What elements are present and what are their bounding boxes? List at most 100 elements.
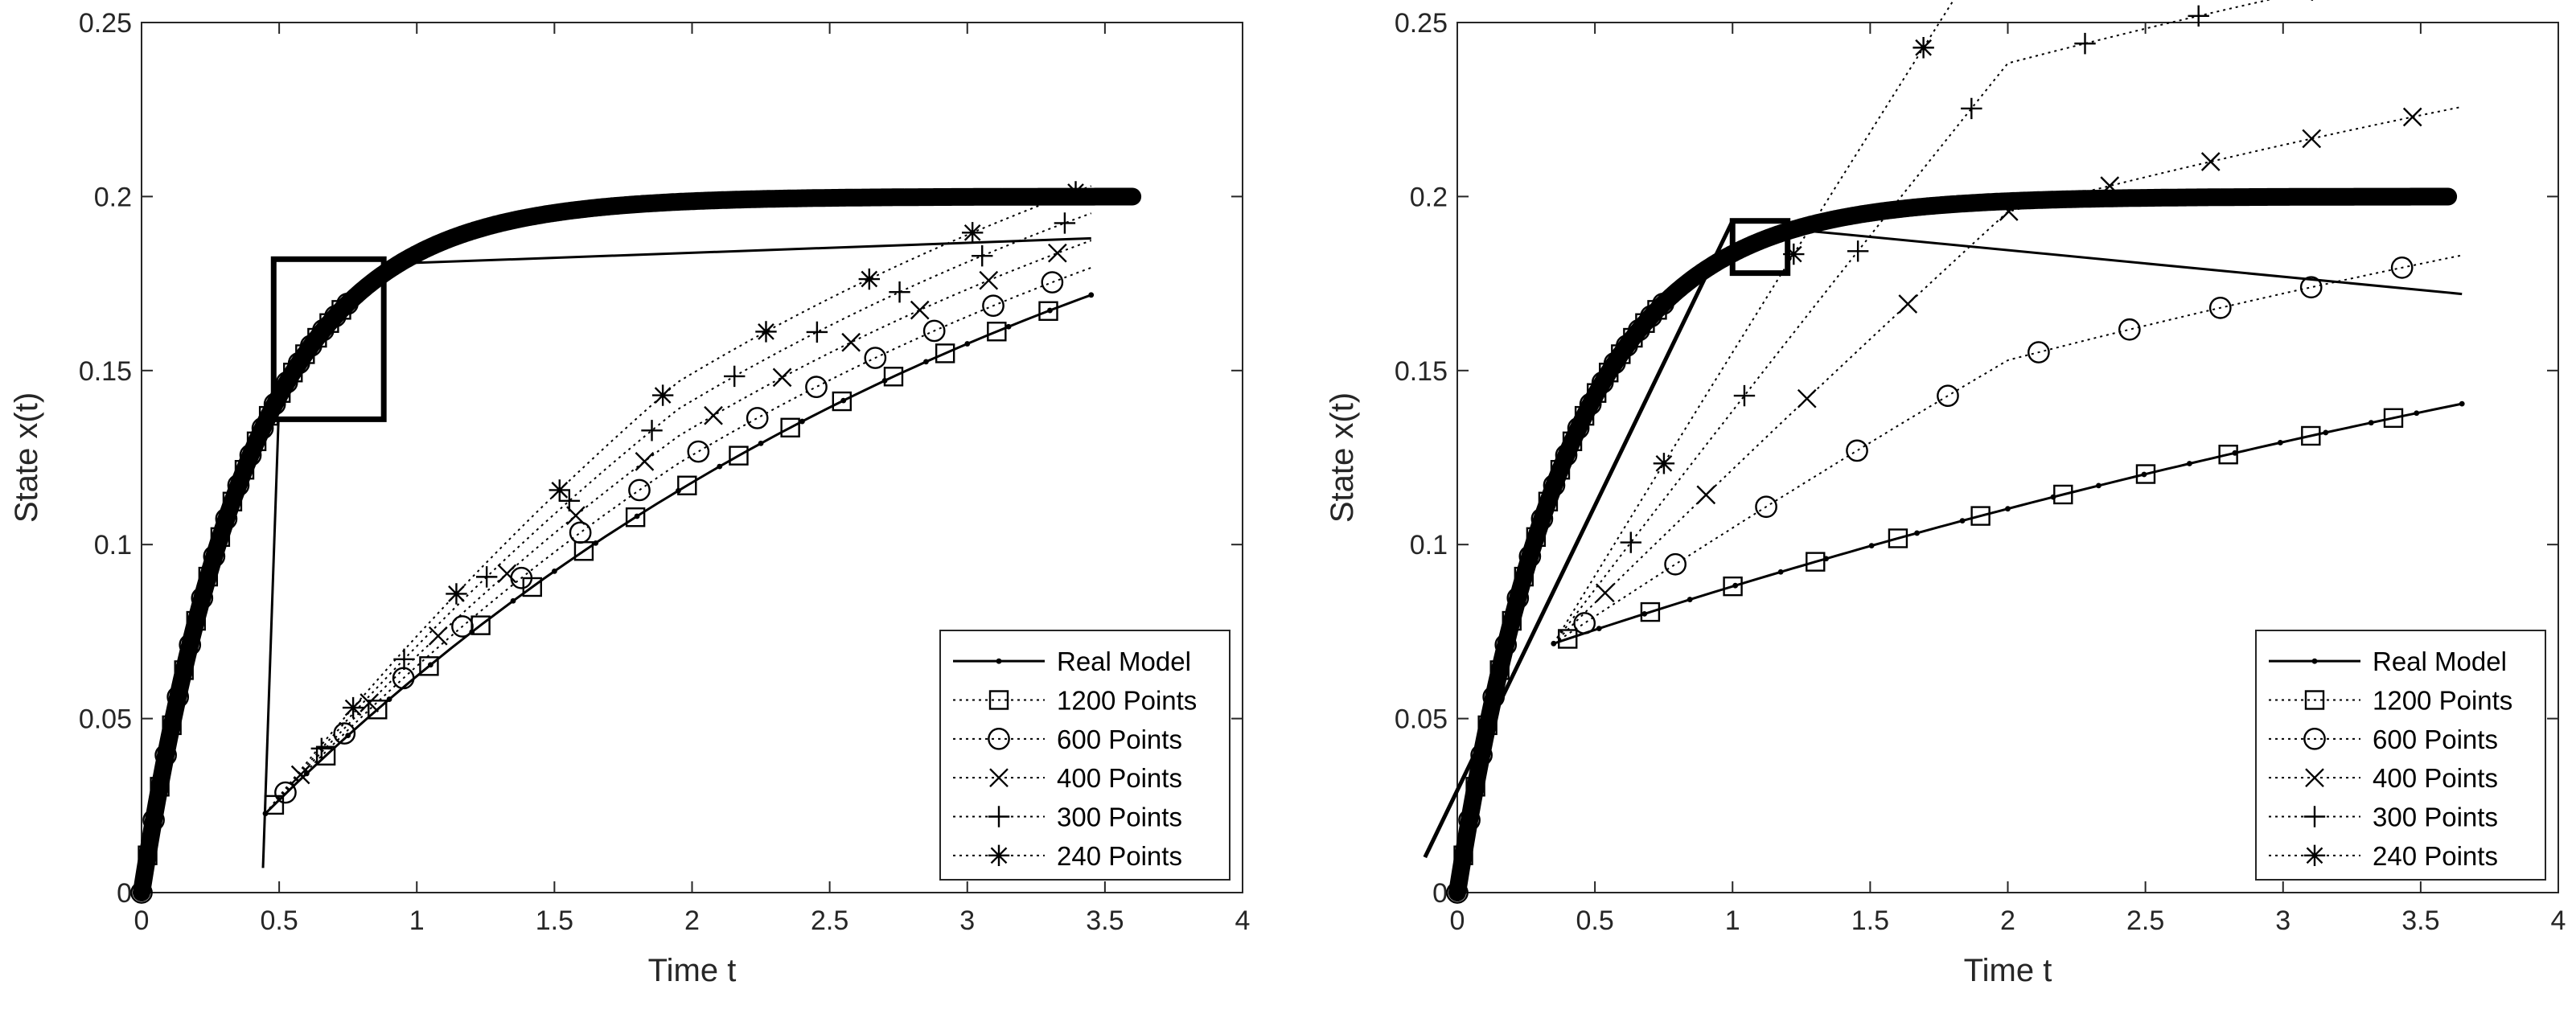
- x-tick-label: 2: [684, 905, 700, 936]
- legend: Real Model 1200 Points 600 Points 400 Point…: [939, 630, 1230, 881]
- main-curve-marker: [1530, 507, 1554, 531]
- inset-marker: [368, 700, 388, 720]
- legend-label: 300 Points: [2373, 803, 2498, 832]
- inset-marker: [1970, 506, 1991, 526]
- inset-series-300-points: [1553, 0, 2314, 644]
- inset-marker: [2390, 257, 2414, 279]
- inset-marker: [451, 615, 474, 638]
- inset-series-600-points: [265, 266, 1092, 815]
- inset-marker: [628, 478, 651, 502]
- x-tick-label: 2.5: [2126, 905, 2164, 936]
- inset-marker: [2299, 276, 2323, 299]
- x-tick-label: 1.5: [536, 905, 573, 936]
- main-curve-marker: [336, 292, 359, 315]
- inset-marker: [935, 343, 955, 363]
- inset-marker: [342, 696, 364, 719]
- inset-marker: [864, 347, 887, 369]
- inset-marker: [704, 405, 723, 425]
- main-curve-marker: [198, 566, 219, 587]
- inset-marker: [2053, 484, 2073, 505]
- inset-marker: [2301, 425, 2321, 446]
- inset-marker: [274, 781, 297, 804]
- inset-marker: [1912, 37, 1934, 59]
- main-curve-marker: [1506, 586, 1530, 610]
- legend-label: 300 Points: [1057, 803, 1182, 832]
- legend-label: 600 Points: [1057, 725, 1182, 754]
- inset-marker: [724, 365, 746, 388]
- inset-marker: [1846, 439, 1868, 462]
- inset-line: [1553, 254, 2463, 645]
- x-tick-label: 3: [2275, 905, 2290, 936]
- legend-entry: 400 Points: [2269, 763, 2498, 793]
- inset-marker: [832, 391, 853, 412]
- legend-entry: 300 Points: [953, 803, 1182, 832]
- inset-marker: [1041, 271, 1064, 294]
- main-curve-marker: [1489, 660, 1510, 680]
- inset-marker: [1888, 528, 1908, 548]
- inset-marker: [2135, 464, 2156, 484]
- inset-marker: [1620, 532, 1641, 553]
- legend-marker: [988, 844, 1010, 867]
- x-tick-label: 3.5: [1086, 905, 1124, 936]
- legend-marker: [2303, 727, 2326, 750]
- inset-marker: [1653, 453, 1675, 474]
- x-tick-label: 3: [959, 905, 975, 936]
- legend-box: [2255, 630, 2546, 881]
- x-tick-label: 2.5: [811, 905, 848, 936]
- inset-marker: [2311, 0, 2314, 1]
- legend-marker: [988, 690, 1009, 710]
- main-curve-marker: [275, 371, 298, 394]
- inset-marker: [858, 268, 881, 290]
- x-axis-label: Time t: [1964, 953, 2052, 988]
- x-axis-label: Time t: [648, 953, 737, 988]
- inset-marker: [333, 722, 356, 745]
- inset-marker: [972, 244, 993, 267]
- inset-marker: [729, 445, 749, 466]
- legend-entry: 300 Points: [2269, 803, 2498, 832]
- main-curve-marker: [1550, 460, 1571, 480]
- inset-marker: [806, 321, 828, 343]
- main-curve-series: [1446, 187, 2458, 904]
- inset-marker: [290, 765, 310, 785]
- legend-label: Real Model: [2373, 647, 2507, 676]
- main-curve-marker: [324, 305, 347, 328]
- main-curve-marker: [1574, 405, 1595, 426]
- inset-series-300-points: [265, 212, 1092, 815]
- legend-marker: [2311, 658, 2318, 664]
- main-curve-marker: [142, 808, 165, 831]
- main-curve-marker: [1647, 300, 1667, 320]
- inset-marker: [1999, 202, 2019, 221]
- main-curve-line: [133, 187, 1142, 901]
- inset-marker: [475, 566, 498, 588]
- inset-marker: [1937, 384, 1959, 408]
- inset-marker: [805, 376, 828, 399]
- y-tick-label: 0.05: [79, 704, 132, 735]
- main-curve-marker: [179, 634, 202, 656]
- y-tick-label: 0.2: [94, 182, 132, 212]
- y-axis-label: State x(t): [1325, 392, 1360, 523]
- inset-marker: [987, 322, 1007, 342]
- legend-entry: 1200 Points: [2269, 686, 2512, 716]
- inset-marker: [2118, 318, 2141, 341]
- y-tick-label: 0.05: [1395, 704, 1448, 735]
- main-curve-marker: [174, 660, 194, 680]
- inset-marker: [2200, 152, 2221, 171]
- main-curve-marker: [295, 344, 315, 364]
- x-tick-label: 2: [2000, 905, 2015, 936]
- x-tick-label: 0.5: [1576, 905, 1613, 936]
- legend-marker: [988, 806, 1010, 827]
- inset-marker: [1596, 626, 1602, 632]
- main-curve-marker: [1470, 744, 1493, 766]
- inset-marker: [1038, 301, 1058, 321]
- main-curve-marker: [138, 845, 158, 865]
- legend-entry: Real Model: [953, 647, 1191, 676]
- left-chart-panel: 0 0.5 1 1.5 2 2.5 3 3.5 4 0 0.05 0.1 0.15 0.2 0.25 Time…: [9, 8, 1250, 988]
- legend-entry: 600 Points: [2269, 725, 2498, 754]
- main-curve-marker: [1628, 318, 1650, 342]
- inset-marker: [1047, 243, 1067, 263]
- inset-marker: [1733, 384, 1756, 407]
- main-curve-marker: [1453, 845, 1473, 865]
- main-curve-line: [1448, 187, 2458, 901]
- inset-line: [1553, 403, 2463, 645]
- y-tick-label: 0.15: [1395, 356, 1448, 387]
